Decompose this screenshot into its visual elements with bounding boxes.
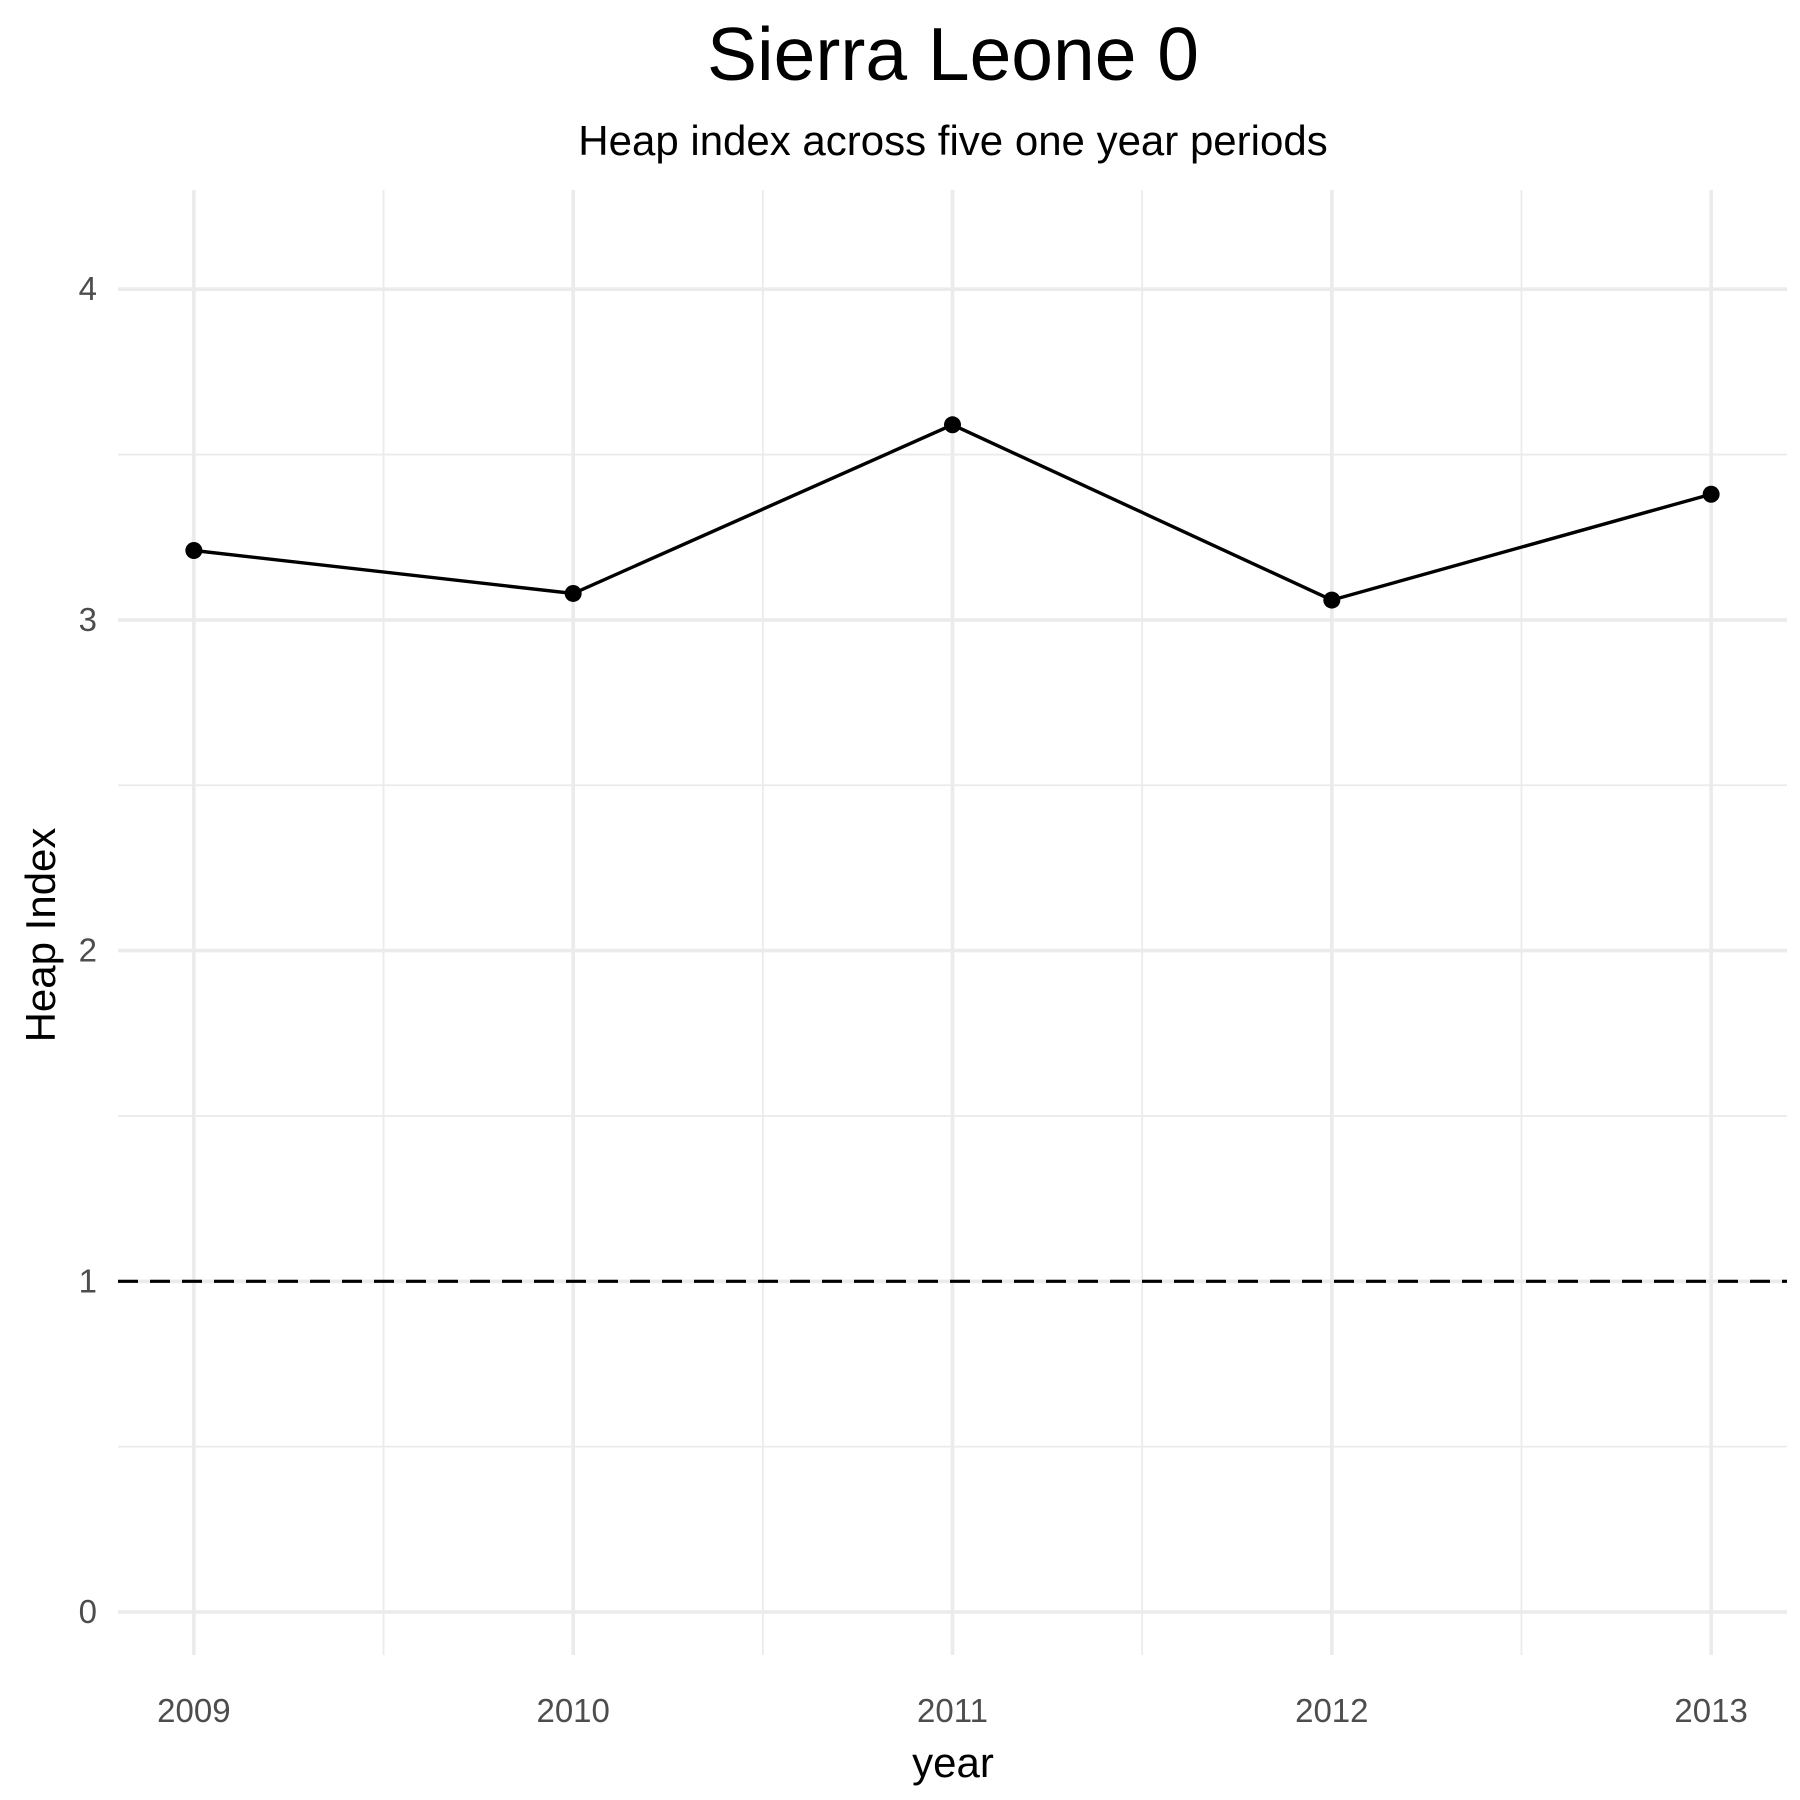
data-point-2009 bbox=[185, 541, 203, 559]
data-point-2013 bbox=[1702, 485, 1720, 503]
x-tick-label: 2012 bbox=[1295, 1692, 1368, 1729]
data-point-2011 bbox=[944, 416, 961, 434]
x-tick-label: 2009 bbox=[157, 1692, 230, 1729]
y-tick-label: 0 bbox=[79, 1593, 97, 1630]
chart-subtitle: Heap index across five one year periods bbox=[578, 117, 1327, 164]
chart-title: Sierra Leone 0 bbox=[707, 12, 1199, 96]
x-tick-label: 2011 bbox=[917, 1692, 988, 1729]
grid-lines bbox=[118, 190, 1787, 1655]
data-point-2012 bbox=[1323, 591, 1341, 609]
x-tick-label: 2010 bbox=[536, 1692, 609, 1729]
data-series bbox=[185, 416, 1720, 609]
y-tick-label: 1 bbox=[79, 1262, 97, 1299]
y-tick-label: 2 bbox=[79, 932, 97, 969]
y-tick-label: 3 bbox=[79, 601, 97, 638]
x-axis-tick-labels: 2009 2010 2011 2012 2013 bbox=[157, 1692, 1748, 1729]
x-tick-label: 2013 bbox=[1674, 1692, 1747, 1729]
x-axis-title: year bbox=[912, 1739, 994, 1786]
y-axis-title: Heap Index bbox=[17, 828, 64, 1043]
y-axis-tick-labels: 0 1 2 3 4 bbox=[79, 270, 97, 1630]
data-point-2010 bbox=[564, 584, 582, 602]
y-tick-label: 4 bbox=[79, 270, 97, 307]
